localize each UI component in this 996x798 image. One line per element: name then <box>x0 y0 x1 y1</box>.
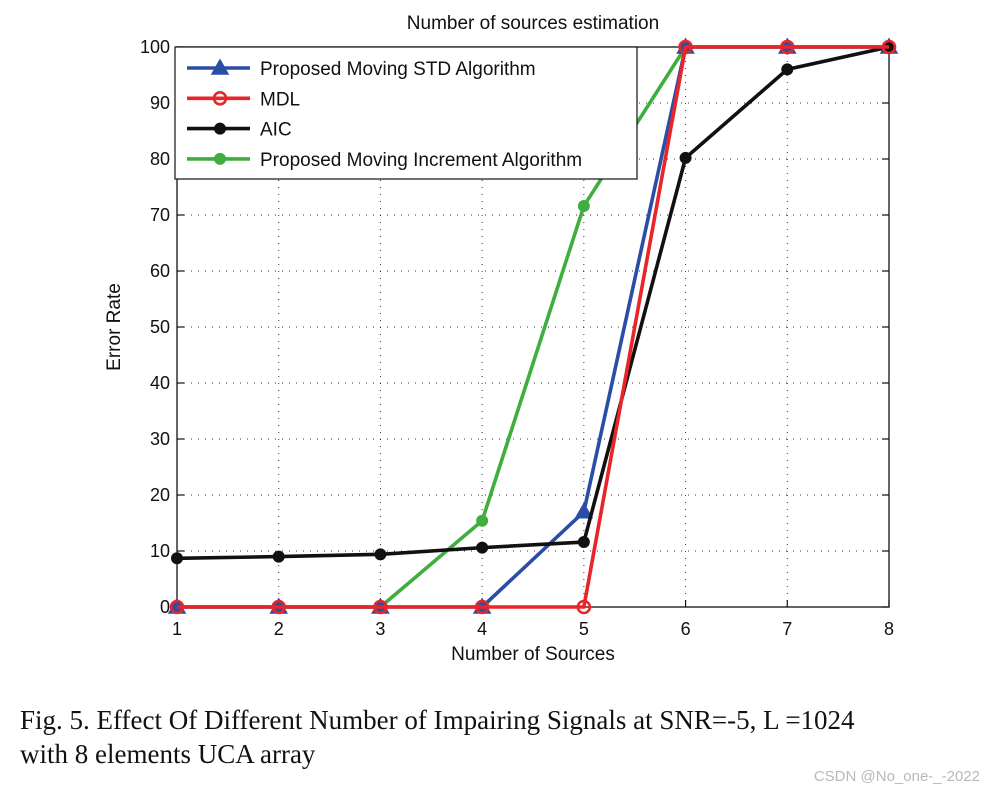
legend-label: Proposed Moving Increment Algorithm <box>260 150 582 171</box>
series-layer <box>167 37 899 615</box>
x-tick-label: 2 <box>274 619 284 639</box>
y-tick-label: 50 <box>150 317 170 337</box>
y-tick-label: 60 <box>150 261 170 281</box>
data-point <box>577 200 590 213</box>
x-axis-label: Number of Sources <box>451 644 615 665</box>
grid-lines <box>177 47 889 607</box>
x-tick-label: 8 <box>884 619 894 639</box>
y-tick-label: 0 <box>160 597 170 617</box>
x-tick-label: 1 <box>172 619 182 639</box>
x-tick-label: 6 <box>681 619 691 639</box>
data-point <box>272 550 285 563</box>
data-point <box>476 541 489 554</box>
legend-swatch-marker <box>210 58 230 75</box>
legend-label: Proposed Moving STD Algorithm <box>260 59 536 80</box>
caption-line-2: with 8 elements UCA array <box>20 739 316 769</box>
y-tick-label: 20 <box>150 485 170 505</box>
legend-label: MDL <box>260 89 300 110</box>
y-tick-label: 70 <box>150 205 170 225</box>
legend-item: MDL <box>187 89 300 110</box>
data-point <box>574 502 594 519</box>
x-tick-label: 3 <box>375 619 385 639</box>
series-line <box>177 45 889 609</box>
legend-item: Proposed Moving STD Algorithm <box>187 58 536 80</box>
caption-line-1: Fig. 5. Effect Of Different Number of Im… <box>20 705 855 735</box>
series-mdl <box>169 39 897 615</box>
watermark: CSDN @No_one-_-2022 <box>813 768 980 785</box>
data-point <box>577 536 590 549</box>
data-point <box>781 63 794 76</box>
y-tick-label: 40 <box>150 373 170 393</box>
legend-item: Proposed Moving Increment Algorithm <box>187 150 582 171</box>
y-tick-label: 30 <box>150 429 170 449</box>
legend-item: AIC <box>187 120 292 141</box>
chart-title: Number of sources estimation <box>407 13 659 34</box>
data-point <box>271 599 287 615</box>
y-tick-label: 100 <box>140 37 170 57</box>
data-point <box>779 39 795 55</box>
legend-label: AIC <box>260 120 292 141</box>
x-tick-label: 7 <box>782 619 792 639</box>
data-point <box>374 548 387 561</box>
data-point <box>576 599 592 615</box>
data-point <box>476 514 489 527</box>
legend-swatch-marker <box>212 91 228 106</box>
x-tick-label: 5 <box>579 619 589 639</box>
legend-swatch-marker <box>214 122 226 135</box>
data-point <box>881 39 897 55</box>
x-tick-label: 4 <box>477 619 487 639</box>
y-tick-label: 10 <box>150 541 170 561</box>
data-point <box>171 552 183 565</box>
data-point <box>474 599 490 615</box>
series-aic <box>171 41 895 565</box>
y-tick-label: 90 <box>150 93 170 113</box>
y-tick-label: 80 <box>150 149 170 169</box>
data-point <box>373 599 388 615</box>
line-chart: Number of sources estimation 1 2 3 4 5 6 7 8010… <box>104 13 899 665</box>
series-line <box>176 45 890 561</box>
figure-caption: Fig. 5. Effect Of Different Number of Im… <box>20 703 980 771</box>
y-axis-label: Error Rate <box>104 283 125 371</box>
legend-swatch-marker <box>214 152 226 165</box>
data-point <box>679 151 692 164</box>
legend-box <box>174 46 638 180</box>
data-point <box>678 39 693 55</box>
data-point <box>169 599 185 615</box>
legend: Proposed Moving STD Algorithm MDL AIC Propo… <box>174 46 638 180</box>
